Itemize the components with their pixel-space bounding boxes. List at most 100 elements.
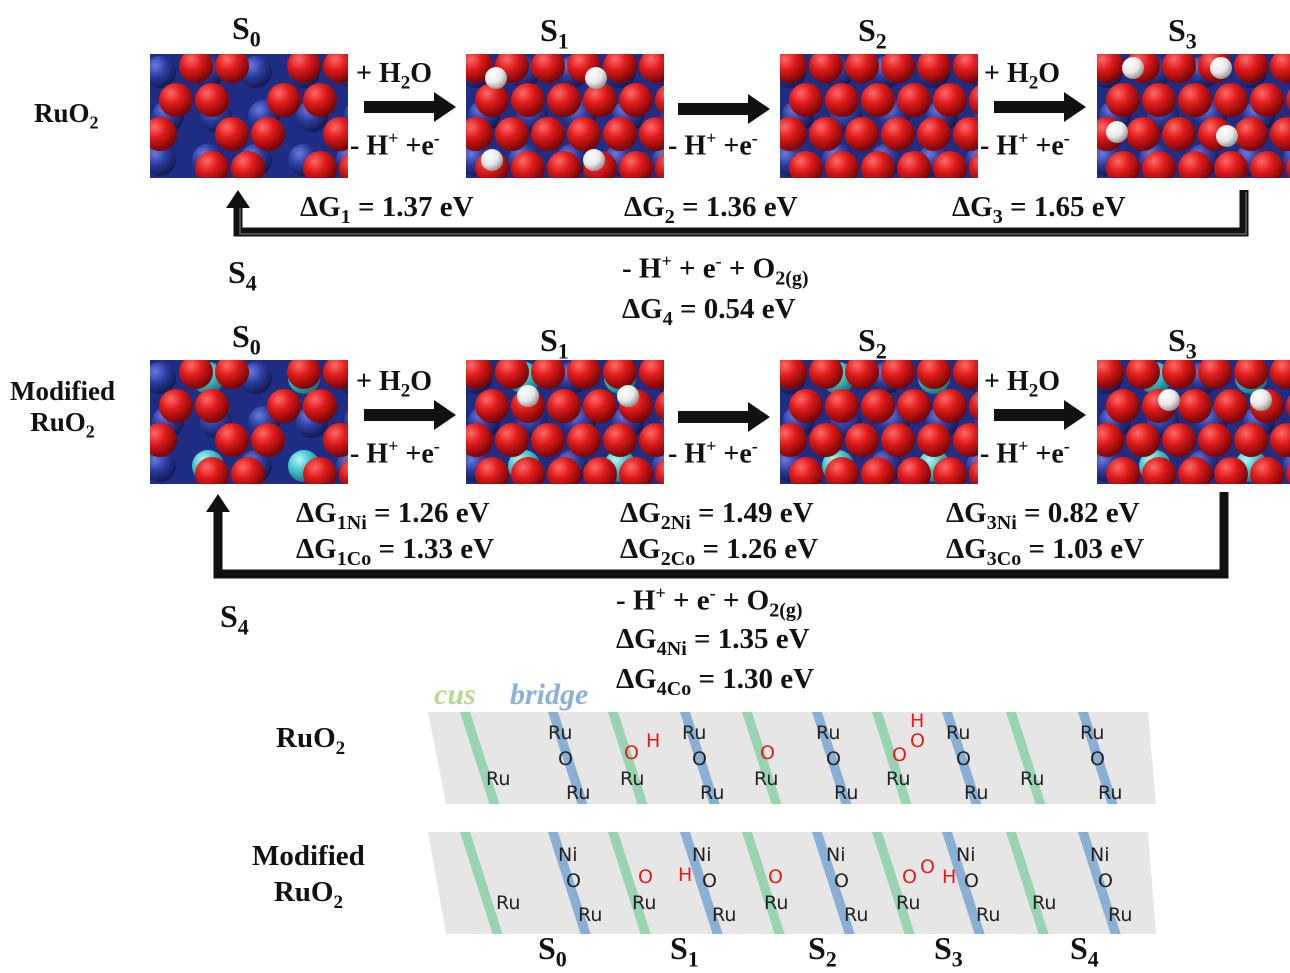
oxygen-atom <box>1162 54 1196 83</box>
top-state-label-s1: S1 <box>540 12 569 54</box>
dg1-modified: ΔG1Ni = 1.26 eV ΔG1Co = 1.33 eV <box>296 498 494 570</box>
bridge-stripe <box>812 832 855 934</box>
dg-label: ΔG <box>296 532 337 565</box>
dg-sub: 1 <box>340 205 351 228</box>
mid-state-label-s0: S0 <box>232 318 261 360</box>
bridge-stripe <box>680 712 720 804</box>
oxygen-atom <box>195 389 229 423</box>
surface-atom-label: Ru <box>700 782 725 804</box>
oxygen-atom <box>547 389 581 423</box>
mid-state-label-s2: S2 <box>858 322 887 364</box>
dg-sub: 3Co <box>986 547 1022 570</box>
oxygen-atom <box>267 389 301 423</box>
step-text: O <box>410 366 433 397</box>
hydrogen-atom <box>617 385 639 407</box>
oxygen-atom <box>303 457 337 484</box>
state-id: S <box>232 318 250 354</box>
return-arrow-top <box>226 190 1249 237</box>
oxygen-atom <box>547 83 581 117</box>
surface-atom-label: O <box>558 748 573 770</box>
oxygen-atom <box>1162 360 1196 389</box>
hydrogen-atom <box>1250 389 1272 411</box>
dg-label: ΔG <box>622 293 663 325</box>
dg-value: = 1.37 eV <box>350 191 474 223</box>
oxygen-atom <box>969 391 978 421</box>
oxygen-atom <box>917 360 951 389</box>
bridge-stripe <box>680 832 723 934</box>
state-id: S <box>228 254 246 290</box>
step-text: +e <box>716 438 752 470</box>
step-text: + H <box>984 366 1029 397</box>
adsorbate-atom-label: O <box>902 866 917 888</box>
oxygen-atom <box>1286 157 1290 178</box>
row-label-text: RuO <box>30 407 86 438</box>
oxygen-atom <box>531 54 565 83</box>
structure-image-mod-s2 <box>780 360 978 484</box>
oxygen-atom <box>917 54 951 83</box>
dg3-modified: ΔG3Ni = 0.82 eV ΔG3Co = 1.03 eV <box>946 498 1144 570</box>
row-label-text: RuO <box>34 98 90 128</box>
step-sup: + <box>388 436 399 456</box>
dg3-top: ΔG3 = 1.65 eV <box>952 192 1126 228</box>
oxygen-atom <box>1234 423 1268 457</box>
oxygen-atom <box>655 459 664 484</box>
dg-value: = 1.36 eV <box>674 191 798 223</box>
final-text: + e <box>665 584 710 617</box>
mod-state-label-s4: S4 <box>220 598 249 640</box>
oxygen-atom <box>231 457 265 484</box>
ruthenium-atom <box>150 144 176 176</box>
oxygen-atom <box>881 54 915 83</box>
scheme-label-sub: 2 <box>333 892 343 914</box>
oxygen-atom <box>809 54 843 83</box>
oxygen-atom <box>1106 457 1140 484</box>
oxygen-atom <box>466 423 493 457</box>
mod-step-arrow-3 <box>994 400 1086 430</box>
ruthenium-atom <box>150 56 176 88</box>
oxygen-atom <box>1178 83 1212 117</box>
oxygen-atom <box>150 117 177 151</box>
mod-step-add-water-1: + H2O <box>356 366 432 403</box>
scheme-label-modified: Modified RuO2 <box>252 838 365 915</box>
oxygen-atom <box>655 391 664 421</box>
scheme-label-text: RuO <box>273 876 334 909</box>
oxygen-atom <box>1106 83 1140 117</box>
surface-atom-label: Ru <box>834 782 859 804</box>
oxygen-atom <box>881 423 915 457</box>
scheme-panel-ruo2 <box>428 712 1156 804</box>
oxygen-atom <box>969 85 978 115</box>
adsorbate-atom-label: O <box>638 866 653 888</box>
dg3-ni: ΔG3Ni = 0.82 eV <box>946 498 1144 534</box>
hydrogen-atom <box>1210 57 1232 79</box>
oxygen-atom <box>789 457 823 484</box>
dg-label: ΔG <box>616 663 657 695</box>
oxygen-atom <box>969 153 978 178</box>
final-text: - H <box>616 584 656 617</box>
oxygen-atom <box>215 117 249 151</box>
oxygen-atom <box>953 360 978 389</box>
surface-atom-label: Ni <box>692 844 712 866</box>
step-add-water-1: + H2O <box>356 58 432 95</box>
step-sup: - <box>433 436 440 456</box>
oxygen-atom <box>825 151 859 178</box>
step-text: - H <box>668 130 707 162</box>
step-text: +e <box>716 130 752 162</box>
state-sub: 1 <box>557 338 569 364</box>
surface-atom-label: O <box>826 748 841 770</box>
oxygen-atom <box>780 360 807 389</box>
step-sup: - <box>1063 436 1070 456</box>
dg-sub: 2Co <box>660 547 696 570</box>
dg-label: ΔG <box>300 191 341 223</box>
bridge-stripe <box>1078 712 1118 804</box>
oxygen-atom <box>845 423 879 457</box>
state-sub: 0 <box>249 26 261 52</box>
state-sub: 1 <box>687 946 699 972</box>
dg4-co: ΔG4Co = 1.30 eV <box>616 664 814 700</box>
surface-atom-label: Ru <box>620 768 645 790</box>
oxygen-atom <box>1270 360 1290 389</box>
oxygen-atom <box>639 54 664 83</box>
scheme-state-s0: S0 <box>538 930 567 972</box>
final-sup: + <box>655 583 666 603</box>
oxygen-atom <box>897 389 931 423</box>
oxygen-atom <box>287 360 321 389</box>
state-id: S <box>1168 322 1186 358</box>
